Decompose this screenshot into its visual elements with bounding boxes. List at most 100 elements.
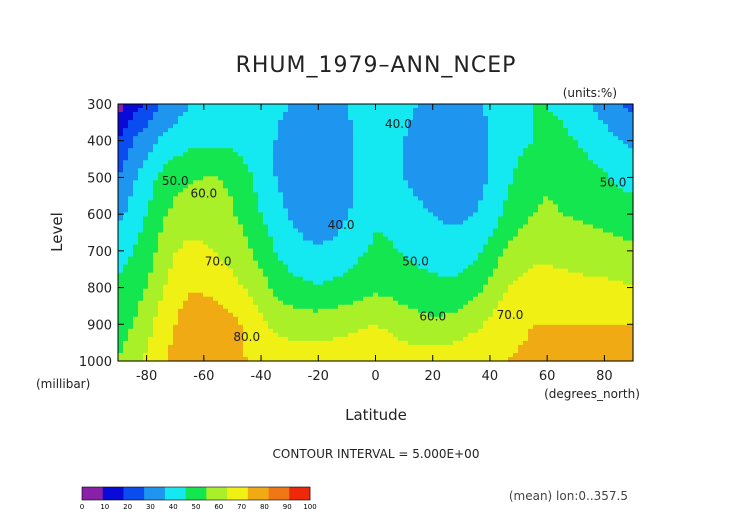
contour-cell [583, 200, 589, 205]
contour-cell [193, 164, 199, 169]
contour-cell [148, 208, 154, 214]
contour-cell [623, 108, 629, 113]
contour-cell [178, 204, 184, 210]
contour-cell [453, 232, 459, 238]
contour-cell [183, 120, 189, 125]
contour-cell [438, 264, 444, 270]
contour-cell [418, 156, 424, 161]
contour-cell [128, 204, 134, 210]
contour-cell [273, 156, 279, 161]
contour-cell [323, 272, 329, 278]
contour-cell [248, 132, 254, 137]
contour-cell [483, 148, 489, 153]
contour-cell [523, 188, 529, 193]
contour-cell [363, 136, 369, 141]
contour-cell [603, 120, 609, 125]
contour-cell [278, 220, 284, 226]
contour-cell [338, 112, 344, 117]
contour-cell [548, 264, 554, 270]
contour-cell [443, 200, 449, 205]
contour-cell [213, 108, 219, 113]
contour-cell [408, 168, 414, 173]
contour-cell [368, 124, 374, 129]
contour-cell [163, 248, 169, 254]
contour-cell [598, 136, 604, 141]
contour-cell [608, 280, 614, 286]
contour-cell [618, 216, 624, 222]
contour-cell [198, 244, 204, 250]
contour-cell [483, 284, 489, 290]
contour-cell [293, 260, 299, 266]
contour-cell [208, 244, 214, 250]
contour-cell [168, 180, 174, 185]
contour-cell [353, 176, 359, 181]
contour-cell [358, 136, 364, 141]
contour-cell [463, 200, 469, 205]
contour-cell [223, 200, 229, 205]
contour-cell [313, 220, 319, 226]
contour-cell [298, 272, 304, 278]
contour-cell [308, 156, 314, 161]
contour-cell [498, 112, 504, 117]
contour-cell [588, 228, 594, 234]
contour-cell [303, 184, 309, 189]
contour-cell [378, 132, 384, 137]
contour-cell [218, 228, 224, 234]
contour-cell [308, 136, 314, 141]
contour-cell [488, 184, 494, 189]
contour-cell [493, 212, 499, 218]
contour-cell [533, 216, 539, 222]
contour-cell [413, 152, 419, 157]
contour-cell [478, 132, 484, 137]
contour-cell [433, 292, 439, 298]
contour-cell [533, 152, 539, 157]
contour-cell [508, 120, 514, 125]
contour-cell [538, 176, 544, 181]
contour-cell [548, 172, 554, 177]
contour-cell [243, 272, 249, 278]
contour-cell [188, 216, 194, 222]
contour-cell [288, 220, 294, 226]
contour-cell [288, 124, 294, 129]
contour-cell [388, 136, 394, 141]
contour-cell [363, 268, 369, 274]
contour-cell [408, 224, 414, 230]
contour-cell [468, 196, 474, 201]
contour-cell [273, 280, 279, 286]
contour-cell [373, 284, 379, 290]
contour-cell [428, 136, 434, 141]
contour-cell [458, 188, 464, 193]
contour-cell [218, 148, 224, 153]
contour-cell [478, 164, 484, 169]
contour-cell [358, 212, 364, 218]
contour-cell [153, 148, 159, 153]
contour-cell [628, 240, 634, 246]
contour-cell [153, 116, 159, 121]
contour-cell [423, 288, 429, 294]
contour-cell [393, 200, 399, 205]
contour-cell [403, 108, 409, 113]
contour-cell [193, 132, 199, 137]
contour-cell [578, 252, 584, 258]
contour-cell [298, 180, 304, 185]
contour-cell [458, 252, 464, 258]
contour-cell [303, 216, 309, 222]
contour-cell [353, 260, 359, 266]
contour-cell [493, 120, 499, 125]
contour-cell [563, 220, 569, 226]
contour-cell [268, 156, 274, 161]
contour-cell [173, 112, 179, 117]
contour-cell [343, 132, 349, 137]
contour-cell [603, 284, 609, 290]
contour-cell [268, 232, 274, 238]
contour-cell [548, 144, 554, 149]
contour-cell [283, 216, 289, 222]
contour-cell [388, 112, 394, 117]
contour-cell [248, 136, 254, 141]
contour-cell [248, 212, 254, 218]
contour-cell [178, 216, 184, 222]
contour-cell [363, 296, 369, 302]
contour-cell [133, 168, 139, 173]
contour-cell [273, 104, 279, 109]
contour-cell [383, 160, 389, 165]
